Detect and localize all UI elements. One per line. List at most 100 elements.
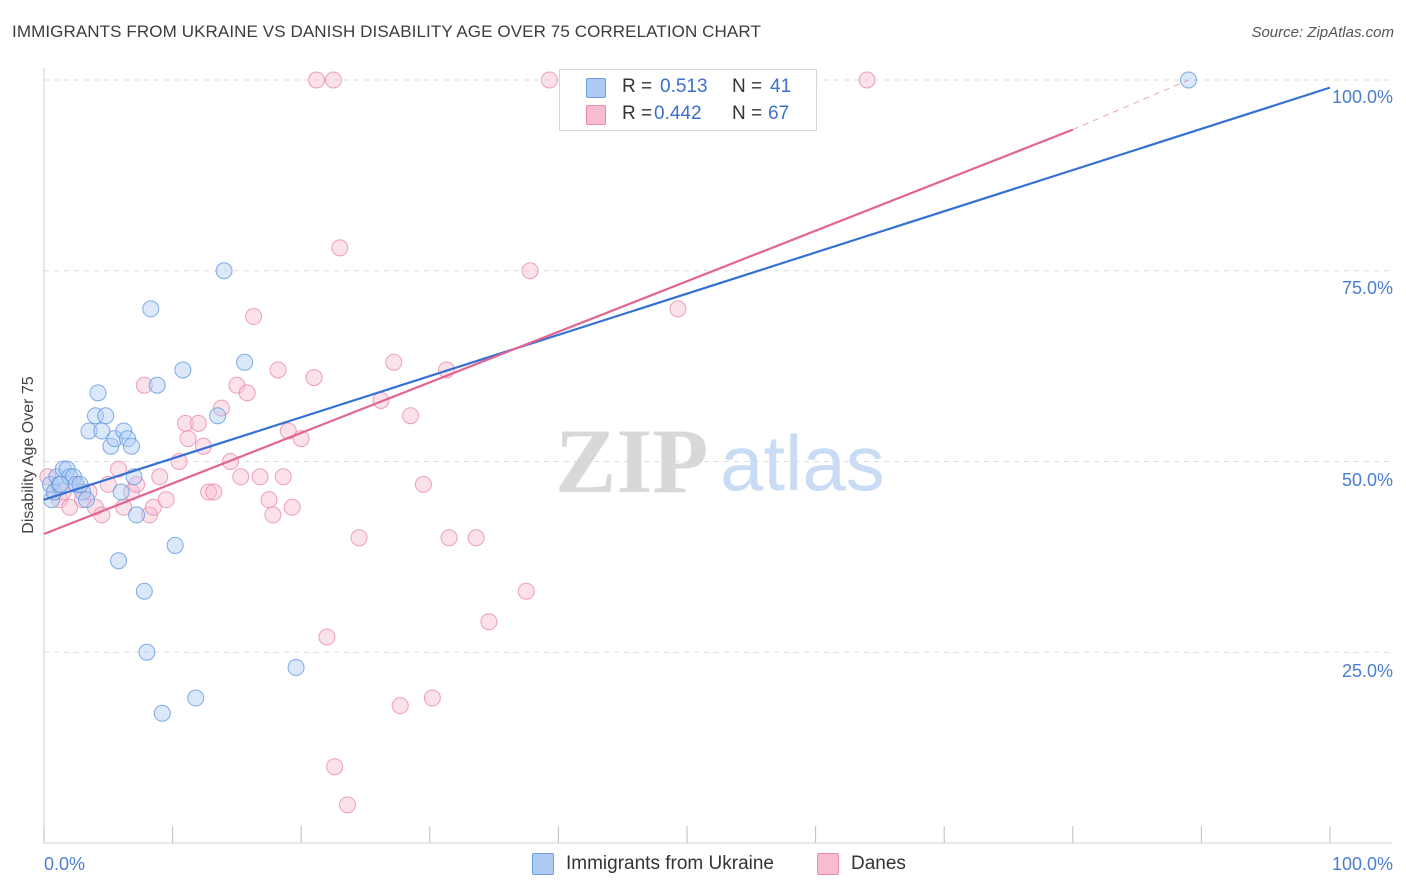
- data-point-ukraine: [52, 475, 70, 493]
- legend-n-label: N =: [732, 103, 763, 124]
- data-point-ukraine: [209, 407, 227, 425]
- data-point-ukraine: [115, 422, 133, 440]
- legend-r-label: R =: [622, 76, 653, 97]
- data-point-ukraine: [112, 483, 130, 501]
- data-point-danes: [189, 414, 207, 432]
- data-point-danes: [135, 376, 153, 394]
- data-point-ukraine: [187, 689, 205, 707]
- data-point-danes: [669, 300, 687, 318]
- bottom-legend-label-danes: Danes: [851, 853, 906, 874]
- tick-labels: 25.0% 50.0% 75.0% 100.0% 0.0% 100.0%: [44, 87, 1393, 874]
- x-tick-label: 100.0%: [1332, 854, 1393, 874]
- data-point-ukraine: [86, 407, 104, 425]
- data-point-ukraine: [77, 491, 95, 509]
- data-point-danes: [144, 498, 162, 516]
- data-point-danes: [391, 697, 409, 715]
- source-credit: Source: ZipAtlas.com: [1251, 24, 1394, 41]
- data-point-danes: [269, 361, 287, 379]
- data-point-ukraine: [135, 582, 153, 600]
- data-point-danes: [331, 239, 349, 257]
- trend-line-danes: [43, 128, 1074, 536]
- legend-n-value-danes: 67: [768, 103, 790, 124]
- x-tick-label: 0.0%: [44, 854, 85, 874]
- grid-lines: [44, 79, 1392, 653]
- data-point-danes: [260, 491, 278, 509]
- data-point-danes: [338, 796, 356, 814]
- data-point-ukraine: [153, 704, 171, 722]
- legend-n-label: N =: [732, 76, 763, 97]
- data-point-danes: [423, 689, 441, 707]
- data-point-danes: [61, 498, 79, 516]
- data-point-ukraine: [287, 659, 305, 677]
- data-point-danes: [402, 407, 420, 425]
- data-point-danes: [232, 468, 250, 486]
- y-tick-label: 100.0%: [1332, 87, 1393, 107]
- data-point-danes: [324, 71, 342, 89]
- data-point-danes: [467, 529, 485, 547]
- legend-swatch-blue: [586, 78, 606, 98]
- data-point-danes: [326, 758, 344, 776]
- data-point-danes: [245, 308, 263, 326]
- legend-swatch-pink: [586, 105, 606, 125]
- data-point-danes: [212, 399, 230, 417]
- axes: [43, 68, 1392, 844]
- bottom-legend-swatch-pink: [817, 853, 839, 875]
- data-point-ukraine: [148, 376, 166, 394]
- data-point-danes: [318, 628, 336, 646]
- data-point-ukraine: [119, 430, 137, 448]
- data-point-danes: [283, 498, 301, 516]
- data-point-ukraine: [89, 384, 107, 402]
- data-point-ukraine: [128, 506, 146, 524]
- trend-line-danes-extension: [1072, 79, 1189, 131]
- legend-n-value-ukraine: 41: [770, 76, 792, 97]
- bottom-legend-label-ukraine: Immigrants from Ukraine: [566, 853, 774, 874]
- data-point-danes: [308, 71, 326, 89]
- trend-line-ukraine: [43, 86, 1331, 501]
- correlation-legend: R = 0.513 N = 41 R = 0.442 N = 67: [559, 69, 817, 131]
- data-point-ukraine: [215, 262, 233, 280]
- data-point-danes: [385, 353, 403, 371]
- data-point-danes: [858, 71, 876, 89]
- data-point-danes: [350, 529, 368, 547]
- legend-r-label: R =: [622, 103, 653, 124]
- data-point-ukraine: [102, 437, 120, 455]
- data-point-ukraine: [80, 422, 98, 440]
- watermark-zip: ZIP: [555, 410, 708, 512]
- data-point-ukraine: [97, 407, 115, 425]
- data-point-danes: [414, 475, 432, 493]
- y-tick-label: 25.0%: [1342, 661, 1393, 681]
- data-point-danes: [205, 483, 223, 501]
- data-point-ukraine: [166, 536, 184, 554]
- data-point-danes: [274, 468, 292, 486]
- data-point-danes: [200, 483, 218, 501]
- data-point-danes: [251, 468, 269, 486]
- data-point-danes: [305, 369, 323, 387]
- data-point-danes: [238, 384, 256, 402]
- data-point-danes: [440, 529, 458, 547]
- data-point-ukraine: [138, 643, 156, 661]
- trend-lines: [43, 79, 1331, 536]
- legend-r-value-ukraine: 0.513: [660, 76, 708, 97]
- y-tick-label: 50.0%: [1342, 470, 1393, 490]
- data-point-danes: [264, 506, 282, 524]
- data-point-danes: [110, 460, 128, 478]
- data-point-danes: [179, 430, 197, 448]
- y-tick-label: 75.0%: [1342, 278, 1393, 298]
- data-point-danes: [140, 506, 158, 524]
- watermark-atlas: atlas: [720, 419, 885, 507]
- bottom-legend-danes: Danes: [817, 852, 906, 876]
- data-point-danes: [151, 468, 169, 486]
- data-point-danes: [157, 491, 175, 509]
- data-point-danes: [480, 613, 498, 631]
- data-point-danes: [540, 71, 558, 89]
- ukraine-points: [41, 71, 1198, 722]
- data-point-danes: [521, 262, 539, 280]
- data-point-ukraine: [122, 437, 140, 455]
- data-point-ukraine: [110, 552, 128, 570]
- data-point-ukraine: [174, 361, 192, 379]
- chart-title: IMMIGRANTS FROM UKRAINE VS DANISH DISABI…: [12, 22, 761, 41]
- bottom-legend-ukraine: Immigrants from Ukraine: [532, 852, 774, 876]
- watermark: ZIP atlas: [555, 410, 885, 512]
- data-point-ukraine: [236, 353, 254, 371]
